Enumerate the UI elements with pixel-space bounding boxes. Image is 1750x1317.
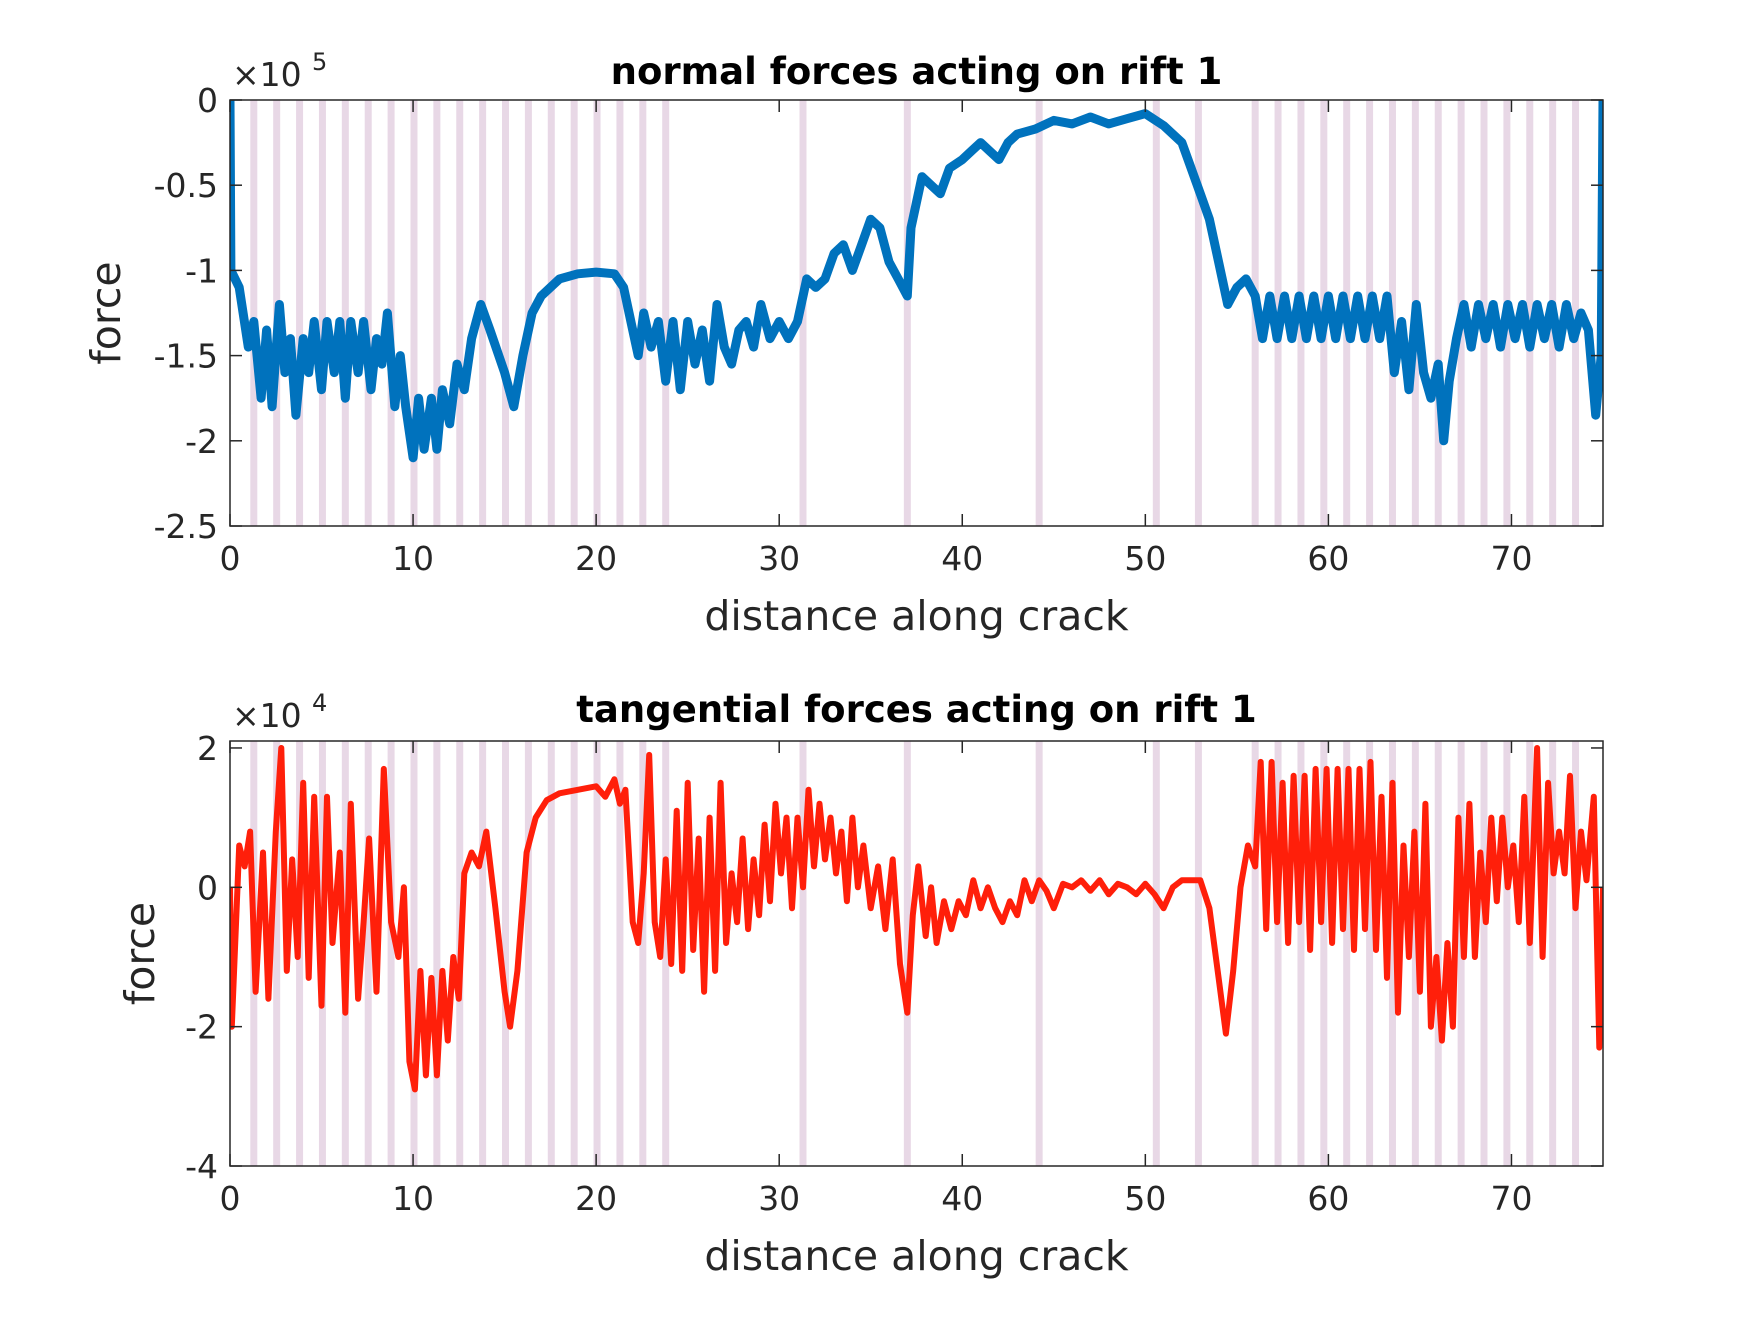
shaded-band: [547, 741, 555, 1166]
shaded-band: [1480, 741, 1488, 1166]
shaded-band: [903, 741, 911, 1166]
shaded-band: [1503, 741, 1511, 1166]
y-multiplier: ×10: [232, 55, 302, 94]
x-tick-label: 60: [1307, 539, 1349, 578]
x-tick-label: 40: [941, 539, 983, 578]
axes-box: [229, 740, 1604, 1167]
shaded-band: [547, 100, 555, 526]
y-tick-label: -1: [185, 251, 218, 290]
x-tick-label: 10: [392, 539, 434, 578]
y-tick-label: -0.5: [154, 166, 218, 205]
y-exponent: 4: [312, 689, 327, 717]
shaded-band: [341, 100, 349, 526]
shaded-band: [364, 741, 372, 1166]
shaded-band: [1572, 741, 1580, 1166]
shaded-band: [593, 100, 601, 526]
shaded-band: [1526, 741, 1534, 1166]
x-tick-label: 20: [575, 1179, 617, 1218]
x-tick-label: 30: [758, 1179, 800, 1218]
shaded-band: [433, 100, 441, 526]
y-tick-label: 0: [197, 81, 218, 120]
shaded-band: [1434, 741, 1442, 1166]
y-tick-label: 2: [197, 729, 218, 768]
shaded-band: [662, 741, 670, 1166]
data-line: [230, 99, 1603, 463]
shaded-band: [1035, 100, 1043, 526]
shaded-band: [250, 100, 258, 526]
shaded-band: [1274, 741, 1282, 1166]
chart-title: normal forces acting on rift 1: [611, 50, 1223, 93]
shaded-band: [456, 100, 464, 526]
shaded-band: [410, 741, 418, 1166]
x-tick-label: 30: [758, 539, 800, 578]
shaded-band: [639, 741, 647, 1166]
shaded-band: [1320, 741, 1328, 1166]
y-tick-label: -2.5: [154, 507, 218, 546]
y-multiplier: ×10: [232, 696, 302, 735]
shaded-band: [1194, 100, 1202, 526]
y-axis-label: force: [116, 902, 164, 1005]
x-tick-label: 10: [392, 1179, 434, 1218]
shaded-band: [1152, 100, 1160, 526]
shaded-band: [799, 741, 807, 1166]
shaded-band: [903, 100, 911, 526]
y-tick-label: -2: [185, 1008, 218, 1047]
shaded-band: [524, 741, 532, 1166]
x-tick-label: 50: [1124, 539, 1166, 578]
x-tick-label: 70: [1490, 539, 1532, 578]
shaded-band: [1388, 741, 1396, 1166]
shaded-band: [662, 100, 670, 526]
chart-title: tangential forces acting on rift 1: [576, 688, 1256, 731]
y-axis-label: force: [82, 261, 130, 364]
x-tick-label: 40: [941, 1179, 983, 1218]
x-tick-label: 0: [220, 1179, 241, 1218]
shaded-band: [364, 100, 372, 526]
shaded-band: [433, 741, 441, 1166]
shaded-band: [616, 741, 624, 1166]
shaded-band: [296, 100, 304, 526]
y-tick-label: 0: [197, 868, 218, 907]
shaded-band: [1343, 741, 1351, 1166]
shaded-band: [479, 741, 487, 1166]
shaded-band: [502, 100, 510, 526]
shaded-band: [1434, 100, 1442, 526]
axes-box: [229, 99, 1604, 527]
shaded-band: [1194, 741, 1202, 1166]
shaded-band: [570, 100, 578, 526]
shaded-band: [410, 100, 418, 526]
shaded-band: [593, 741, 601, 1166]
shaded-band: [1366, 741, 1374, 1166]
x-tick-label: 50: [1124, 1179, 1166, 1218]
shaded-band: [1549, 741, 1557, 1166]
x-axis-label: distance along crack: [704, 592, 1128, 640]
x-tick-label: 60: [1307, 1179, 1349, 1218]
shaded-band: [1411, 741, 1419, 1166]
shaded-band: [318, 100, 326, 526]
x-tick-label: 20: [575, 539, 617, 578]
shaded-band: [1035, 741, 1043, 1166]
shaded-band: [570, 741, 578, 1166]
y-tick-label: -1.5: [154, 337, 218, 376]
shaded-band: [1251, 741, 1259, 1166]
shaded-band: [273, 741, 281, 1166]
shaded-band: [387, 741, 395, 1166]
x-axis-label: distance along crack: [704, 1232, 1128, 1280]
shaded-band: [616, 100, 624, 526]
shaded-band: [1152, 741, 1160, 1166]
y-exponent: 5: [312, 48, 327, 76]
shaded-band: [502, 741, 510, 1166]
axes: 0 10 20 30 40 50 60 70 0 -0.5 -1 -1.5 -2 -2.5 normal f…: [82, 48, 1604, 640]
y-tick-label: -2: [185, 422, 218, 461]
y-tick-label: -4: [185, 1147, 218, 1186]
shaded-band: [1297, 741, 1305, 1166]
data-line: [230, 745, 1603, 1093]
shaded-band: [1572, 100, 1580, 526]
x-tick-label: 0: [220, 539, 241, 578]
shaded-band: [1526, 100, 1534, 526]
x-tick-label: 70: [1490, 1179, 1532, 1218]
